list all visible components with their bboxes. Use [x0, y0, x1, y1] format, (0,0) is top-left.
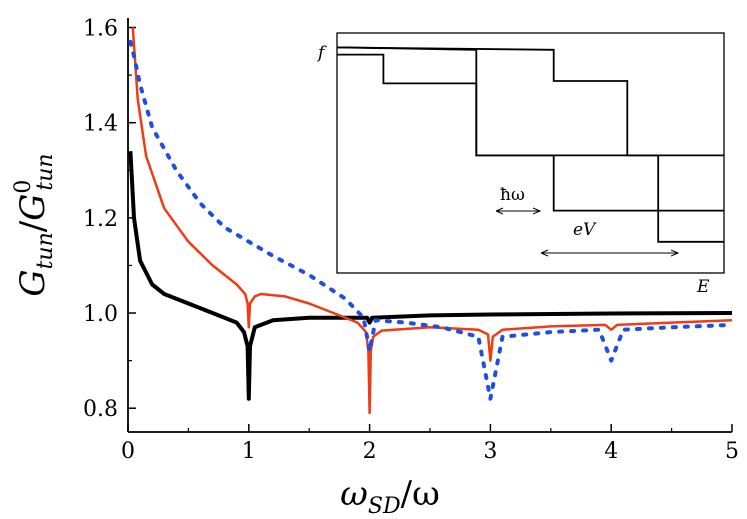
inset-label-eV: eV: [573, 220, 597, 240]
inset-label-f: f: [316, 43, 327, 63]
x-tick-label: 5: [725, 439, 739, 464]
x-tick-label: 1: [242, 439, 256, 464]
x-tick-label: 2: [363, 439, 377, 464]
inset-step-curves: [336, 46, 724, 243]
tick-labels: 0 1 2 3 4 5 0.8 1.0 1.2 1.4 1.6: [83, 17, 739, 464]
inset-label-E: E: [696, 277, 710, 297]
x-axis-label: ωSD/ω: [340, 474, 440, 519]
y-tick-label: 1.0: [83, 302, 118, 327]
inset-step-curve-2: [336, 46, 724, 157]
series-line-1: [128, 151, 733, 401]
inset-frame: [336, 32, 725, 274]
x-label-omega-sd: ωSD: [340, 474, 401, 519]
inset-panel: f E ħω eV: [316, 32, 725, 297]
y-tick-label: 1.4: [83, 112, 118, 137]
x-tick-label: 0: [121, 439, 135, 464]
y-tick-label: 0.8: [83, 397, 118, 422]
series-line-3: [128, 39, 734, 401]
x-tick-label: 3: [483, 439, 497, 464]
svg-text:Gtun/G0tun: Gtun/G0tun: [11, 153, 58, 296]
series-layer: [128, 27, 734, 415]
x-tick-label: 4: [604, 439, 618, 464]
y-tick-label: 1.2: [83, 207, 118, 232]
inset-step-curve-3: [336, 46, 724, 212]
x-label-slash: /ω: [401, 474, 440, 514]
series-line-2: [131, 27, 733, 415]
inset-label-hbar-omega: ħω: [500, 185, 525, 205]
y-tick-label: 1.6: [83, 17, 118, 42]
y-axis-label: Gtun/G0tun: [11, 153, 58, 296]
